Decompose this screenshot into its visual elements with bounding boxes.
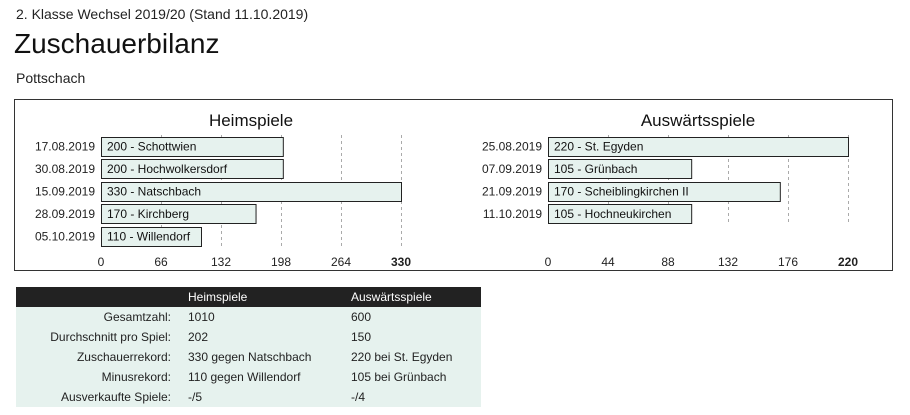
chart-title-away: Auswärtsspiele [641,111,755,130]
bar-label: 330 - Natschbach [107,184,201,198]
club-name: Pottschach [16,70,86,86]
row-label: Minusrekord: [16,367,180,387]
bar [548,159,693,179]
bar [101,137,284,157]
date-label: 30.08.2019 [35,162,95,176]
date-label: 07.09.2019 [482,162,542,176]
bar [101,227,202,247]
tick-label: 66 [154,255,168,269]
bar [548,204,693,224]
row-label: Ausverkaufte Spiele: [16,387,180,407]
tick-label: 0 [545,255,552,269]
chart-title-home: Heimspiele [209,111,293,130]
attendance-charts: Heimspiele 17.08.2019 200 - Schottwien 30.0… [14,99,893,271]
bar-label: 170 - Kirchberg [107,207,189,221]
tick-label: 88 [661,255,675,269]
stats-header-home: Heimspiele [180,287,343,307]
table-row: Durchschnitt pro Spiel: 202 150 [16,327,481,347]
bar-label: 220 - St. Egyden [554,139,643,153]
bar [548,182,781,202]
tick-label: 0 [98,255,105,269]
tick-label: 132 [211,255,231,269]
bar [548,137,849,157]
row-label: Durchschnitt pro Spiel: [16,327,180,347]
bar [101,204,257,224]
home-value: -/5 [180,387,343,407]
date-label: 11.10.2019 [483,207,542,221]
row-label: Gesamtzahl: [16,307,180,327]
season-subtitle: 2. Klasse Wechsel 2019/20 (Stand 11.10.2… [16,6,309,22]
bar-label: 110 - Willendorf [107,229,191,243]
date-label: 05.10.2019 [35,229,95,243]
away-value: 220 bei St. Egyden [343,347,481,367]
bar [101,182,402,202]
tick-label: 330 [391,255,411,269]
away-value: 105 bei Grünbach [343,367,481,387]
home-value: 110 gegen Willendorf [180,367,343,387]
page-title: Zuschauerbilanz [14,28,220,59]
date-label: 21.09.2019 [482,184,542,198]
stats-header-away: Auswärtsspiele [343,287,481,307]
table-row: Gesamtzahl: 1010 600 [16,307,481,327]
away-value: -/4 [343,387,481,407]
date-label: 17.08.2019 [35,139,95,153]
date-label: 25.08.2019 [482,139,542,153]
tick-label: 264 [331,255,351,269]
tick-label: 132 [718,255,738,269]
tick-label: 44 [601,255,615,269]
bar-label: 200 - Schottwien [107,139,196,153]
tick-label: 198 [271,255,291,269]
charts-svg: Heimspiele 17.08.2019 200 - Schottwien 30.0… [35,111,858,269]
bar-label: 105 - Grünbach [554,162,637,176]
table-row: Ausverkaufte Spiele: -/5 -/4 [16,387,481,407]
date-label: 15.09.2019 [35,184,95,198]
home-value: 202 [180,327,343,347]
home-value: 1010 [180,307,343,327]
stats-header-row: Heimspiele Auswärtsspiele [16,287,481,307]
tick-label: 220 [838,255,858,269]
bar [101,159,284,179]
stats-header-blank [16,287,180,307]
bar-label: 170 - Scheiblingkirchen II [554,184,689,198]
attendance-stats-table: Heimspiele Auswärtsspiele Gesamtzahl: 10… [16,287,481,407]
table-row: Minusrekord: 110 gegen Willendorf 105 be… [16,367,481,387]
date-label: 28.09.2019 [35,207,95,221]
tick-label: 176 [778,255,798,269]
away-value: 600 [343,307,481,327]
row-label: Zuschauerrekord: [16,347,180,367]
table-row: Zuschauerrekord: 330 gegen Natschbach 22… [16,347,481,367]
home-value: 330 gegen Natschbach [180,347,343,367]
bar-label: 105 - Hochneukirchen [554,207,671,221]
away-value: 150 [343,327,481,347]
bar-label: 200 - Hochwolkersdorf [107,162,228,176]
